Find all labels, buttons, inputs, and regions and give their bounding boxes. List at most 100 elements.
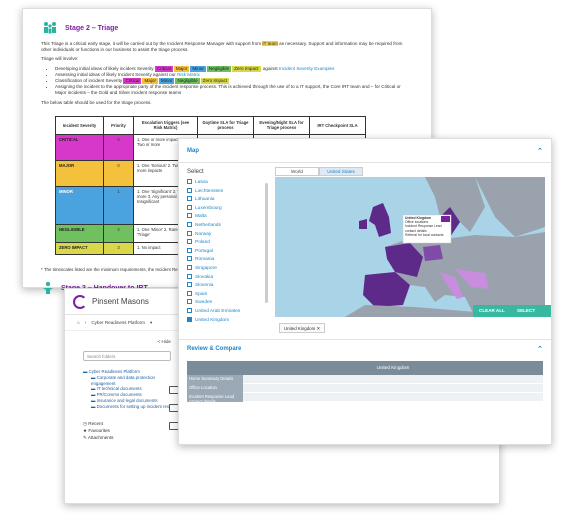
compare-row-value xyxy=(243,393,543,402)
compare-row: Incident Response Lead contact details xyxy=(187,393,543,404)
folder-tree-item[interactable]: ▬ Documents for setting up incident res xyxy=(91,403,170,409)
folder-tree-item[interactable]: ▬ Corporate and data protection engageme… xyxy=(91,374,155,386)
close-icon[interactable]: ✕ xyxy=(316,326,321,331)
severity-cell: NEGLIGIBLE xyxy=(55,223,104,243)
checkbox-icon[interactable] xyxy=(187,196,192,202)
compare-row: Office Location xyxy=(187,384,543,393)
checkbox-icon[interactable] xyxy=(187,179,192,184)
checkbox-icon[interactable] xyxy=(187,273,192,279)
checkbox-icon[interactable] xyxy=(187,213,192,219)
priority-cell: 0 xyxy=(103,133,134,161)
handover-icon xyxy=(43,281,53,294)
compare-row-label: Incident Response Lead contact details xyxy=(187,393,243,404)
country-option[interactable]: Slovenia xyxy=(187,282,265,291)
map-title: Map xyxy=(187,147,199,154)
severity-tag: Minor xyxy=(190,65,206,72)
stage2-heading: Stage 2 – Triage xyxy=(41,21,413,35)
selected-chip[interactable]: United Kingdom ✕ xyxy=(279,323,326,333)
tab-united-states[interactable]: United States xyxy=(319,167,363,176)
folder-tree-item[interactable]: ▬ Insurance and legal documents xyxy=(91,397,158,403)
select-all-button[interactable]: SELECT ALL xyxy=(511,305,551,325)
map-header[interactable]: Map ⌃ xyxy=(179,139,551,163)
checkbox-icon[interactable] xyxy=(187,264,192,270)
stage2-title: Stage 2 – Triage xyxy=(65,24,119,32)
country-option[interactable]: Lithuania xyxy=(187,196,265,205)
folder-tree: ▬ Cyber Readiness Platform ▬ Corporate an… xyxy=(83,369,171,410)
country-checklist: Latvia Liechtenstein Lithuania Luxembourg Ma… xyxy=(187,179,265,325)
country-option[interactable]: Malta xyxy=(187,213,265,222)
country-option[interactable]: Singapore xyxy=(187,264,265,274)
team-icon xyxy=(44,22,56,34)
chevron-up-icon[interactable]: ⌃ xyxy=(537,345,543,353)
checkbox-icon[interactable] xyxy=(187,282,192,288)
country-option[interactable]: United Arab Emirates xyxy=(187,307,265,317)
europe-map[interactable] xyxy=(275,177,545,317)
severity-cell: ZERO IMPACT xyxy=(55,241,104,255)
table-header: Evening/Night SLA for Triage process xyxy=(253,115,310,135)
doc-para2: Triage will involve: xyxy=(41,56,79,62)
doc-link[interactable]: Risk Matrix xyxy=(177,71,200,77)
list-scrollbar[interactable] xyxy=(265,183,268,303)
severity-tag: Negligible xyxy=(175,78,200,85)
quick-link[interactable]: ◷ Recent xyxy=(83,420,103,426)
checkbox-icon[interactable] xyxy=(187,221,192,227)
breadcrumb-item[interactable]: Cyber Readiness Platform xyxy=(91,320,145,325)
country-option[interactable]: Liechtenstein xyxy=(187,187,265,197)
table-header: IRT Checkpoint SLA xyxy=(309,115,366,135)
doc-link[interactable]: Incident Severity Examples xyxy=(278,65,335,71)
table-header: Daytime SLA for Triage process xyxy=(197,115,254,135)
chevron-up-icon[interactable]: ⌃ xyxy=(537,147,543,155)
severity-tag: Negligible xyxy=(206,65,232,72)
checkbox-icon[interactable] xyxy=(187,247,192,253)
country-option[interactable]: United Kingdom xyxy=(187,316,265,326)
hide-sidebar-button[interactable]: < Hide xyxy=(157,339,171,344)
chevron-down-icon[interactable]: ▾ xyxy=(149,319,153,325)
priority-cell: 3 xyxy=(103,241,134,255)
country-option[interactable]: Poland xyxy=(187,239,265,248)
folder-tree-item[interactable]: ▬ PR/Comms documents xyxy=(91,392,142,398)
country-option[interactable]: Luxembourg xyxy=(187,204,265,214)
review-title: Review & Compare xyxy=(187,345,242,352)
checkbox-icon[interactable] xyxy=(187,316,192,322)
compare-column-header: United Kingdom xyxy=(376,365,410,370)
folder-search-input[interactable]: Search folders xyxy=(83,351,171,361)
checkbox-icon[interactable] xyxy=(187,256,192,262)
review-compare-header[interactable]: Review & Compare ⌃ xyxy=(179,339,551,357)
country-option[interactable]: Portugal xyxy=(187,247,265,257)
table-header: Escalation triggers (see Risk Matrix) xyxy=(133,115,198,135)
country-option[interactable]: Romania xyxy=(187,256,265,265)
home-icon[interactable]: ⌂ xyxy=(77,320,80,325)
checkbox-icon[interactable] xyxy=(187,204,192,210)
map-tooltip xyxy=(402,214,452,244)
country-option[interactable]: Spain xyxy=(187,290,265,300)
severity-tag: Minor xyxy=(158,78,175,85)
country-option[interactable]: Sweden xyxy=(187,299,265,308)
clear-all-button[interactable]: CLEAR ALL xyxy=(473,305,511,317)
compare-row-value xyxy=(243,384,543,393)
compare-row-label: Office Location xyxy=(187,384,243,393)
quick-link[interactable]: ✎ Attachments xyxy=(83,434,114,440)
folder-tree-item[interactable]: ▬ Cyber Readiness Platform xyxy=(83,369,140,374)
severity-cell: MAJOR xyxy=(55,159,104,187)
severity-tag: Major xyxy=(142,78,158,85)
doc-para1: This Triage is a critical early stage, i… xyxy=(41,41,403,53)
checkbox-icon[interactable] xyxy=(187,290,192,296)
select-label: Select xyxy=(187,169,204,175)
severity-cell: CRITICAL xyxy=(55,133,104,161)
priority-cell: 1 xyxy=(103,185,134,225)
country-option[interactable]: Norway xyxy=(187,230,265,240)
doc-footnote: * The timescales listed are the minimum … xyxy=(41,267,192,272)
folder-tree-item[interactable]: ▬ IT technical documents xyxy=(91,386,142,392)
country-option[interactable]: Slovakia xyxy=(187,273,265,283)
triage-bullet: Assigning the incident to the appropriat… xyxy=(55,84,413,96)
checkbox-icon[interactable] xyxy=(187,230,192,236)
quick-link[interactable]: ★ Favourites xyxy=(83,427,110,433)
country-option[interactable]: Latvia xyxy=(187,179,265,188)
checkbox-icon[interactable] xyxy=(187,307,192,313)
checkbox-icon[interactable] xyxy=(187,187,192,193)
tab-world[interactable]: World xyxy=(275,167,319,176)
checkbox-icon[interactable] xyxy=(187,299,192,305)
country-option[interactable]: Netherlands xyxy=(187,221,265,231)
compare-row-label: Home Summary Details xyxy=(187,375,243,384)
checkbox-icon[interactable] xyxy=(187,239,192,245)
